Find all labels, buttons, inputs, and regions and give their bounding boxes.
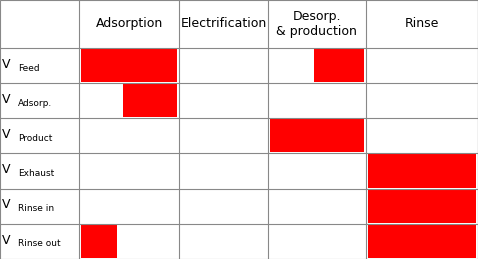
Bar xyxy=(81,225,117,258)
Bar xyxy=(123,84,177,117)
Text: Adsorp.: Adsorp. xyxy=(18,99,52,108)
Text: V: V xyxy=(2,128,11,141)
Text: V: V xyxy=(2,198,11,211)
Text: Feed: Feed xyxy=(18,64,39,73)
Text: Product: Product xyxy=(18,134,52,143)
Text: Rinse in: Rinse in xyxy=(18,204,54,213)
Bar xyxy=(314,49,364,82)
Bar xyxy=(270,119,364,152)
Text: V: V xyxy=(2,58,11,71)
Text: Desorp.
& production: Desorp. & production xyxy=(276,10,357,38)
Text: V: V xyxy=(2,234,11,247)
Text: Adsorption: Adsorption xyxy=(96,17,163,31)
Bar xyxy=(368,225,476,258)
Bar xyxy=(81,49,177,82)
Text: V: V xyxy=(2,93,11,106)
Text: Electrification: Electrification xyxy=(180,17,267,31)
Text: Rinse out: Rinse out xyxy=(18,240,60,248)
Bar xyxy=(368,154,476,188)
Text: V: V xyxy=(2,163,11,176)
Text: Rinse: Rinse xyxy=(405,17,439,31)
Bar xyxy=(368,190,476,223)
Text: Exhaust: Exhaust xyxy=(18,169,54,178)
